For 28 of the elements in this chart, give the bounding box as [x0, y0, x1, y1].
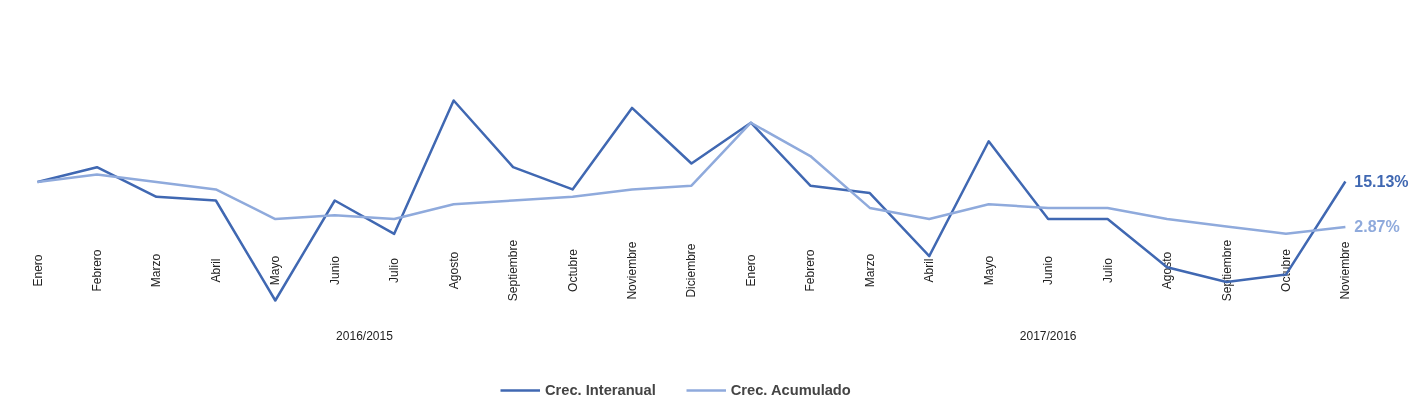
x-tick-label: Agosto	[1160, 251, 1175, 290]
legend-label: Crec. Interanual	[545, 382, 656, 398]
x-tick-label: Agosto	[446, 251, 461, 290]
x-tick-label: Abril	[208, 258, 223, 283]
x-tick-label: Enero	[30, 254, 45, 287]
x-tick-label: Marzo	[149, 253, 164, 288]
x-tick-label: Marzo	[862, 253, 877, 288]
data-label: 15.13%	[1354, 173, 1409, 190]
x-tick-label: Junio	[1041, 255, 1056, 285]
x-tick-label: Septiembre	[1219, 239, 1234, 302]
x-tick-label: Septiembre	[506, 239, 521, 302]
x-tick-label: Diciembre	[684, 243, 699, 298]
x-tick-label: Junio	[327, 255, 342, 285]
x-tick-label: Julio	[387, 257, 402, 283]
annotation: 2017/2016	[1019, 328, 1077, 343]
x-tick-label: Febrero	[803, 249, 818, 292]
x-tick-label: Mayo	[268, 255, 283, 286]
x-tick-label: Octubre	[565, 248, 580, 292]
annotation: 2016/2015	[336, 328, 394, 343]
x-tick-label: Mayo	[981, 255, 996, 286]
x-tick-label: Abril	[922, 258, 937, 283]
data-label: 2.87%	[1354, 218, 1400, 236]
x-tick-label: Noviembre	[1338, 241, 1353, 300]
x-tick-label: Enero	[743, 254, 758, 287]
x-tick-label: Noviembre	[625, 241, 639, 300]
x-tick-label: Febrero	[89, 249, 104, 292]
x-tick-label: Julio	[1100, 257, 1115, 283]
legend-label: Crec. Acumulado	[730, 382, 851, 398]
